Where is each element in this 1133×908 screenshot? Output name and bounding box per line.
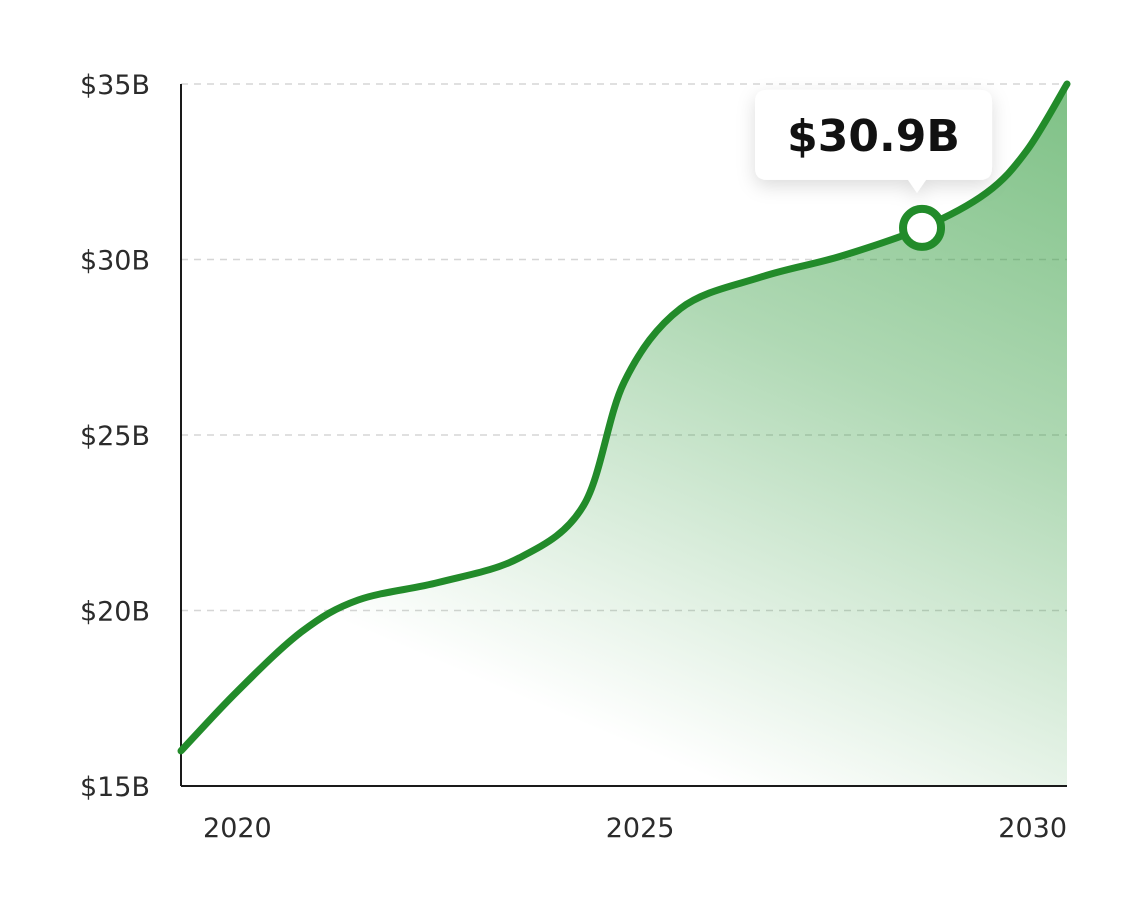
y-tick-label: $25B xyxy=(80,421,150,452)
y-tick-labels: $15B $20B $25B $30B $35B xyxy=(80,70,150,803)
callout-box xyxy=(755,89,993,193)
x-tick-label: 2030 xyxy=(998,813,1067,844)
x-tick-label: 2025 xyxy=(606,813,675,844)
highlight-point-marker[interactable] xyxy=(899,204,946,251)
x-tick-label: 2020 xyxy=(203,813,272,844)
axes xyxy=(180,84,1067,787)
value-callout: $30.9B xyxy=(755,89,993,193)
y-tick-label: $15B xyxy=(80,772,150,803)
x-tick-labels: 2020 2025 2030 xyxy=(203,813,1067,844)
callout-value-text: $30.9B xyxy=(787,111,960,162)
y-tick-label: $30B xyxy=(80,246,150,277)
y-tick-label: $20B xyxy=(80,597,150,628)
series-line xyxy=(177,80,1071,755)
y-tick-label: $35B xyxy=(80,70,150,101)
area-fill xyxy=(181,84,1067,786)
